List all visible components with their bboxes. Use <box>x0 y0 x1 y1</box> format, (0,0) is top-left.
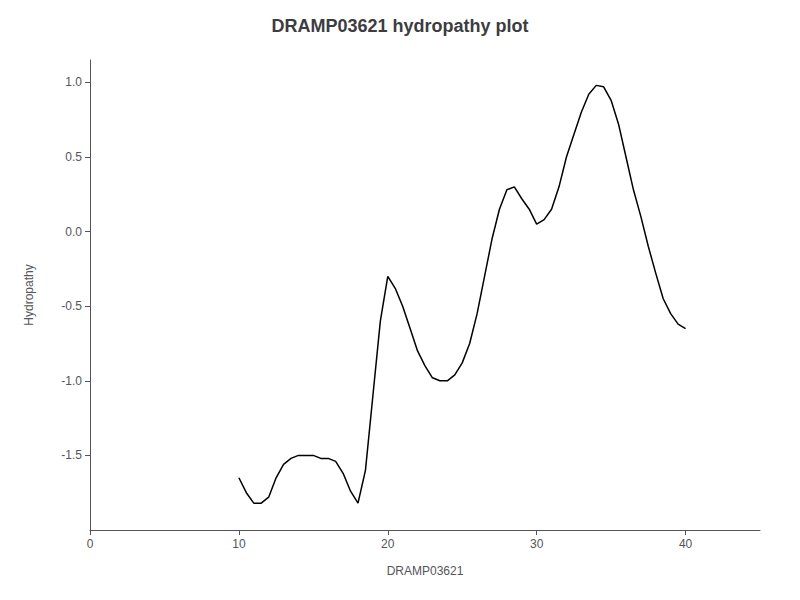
svg-text:40: 40 <box>679 537 693 551</box>
svg-text:-1.0: -1.0 <box>61 374 82 388</box>
svg-text:-1.5: -1.5 <box>61 448 82 462</box>
svg-text:Hydropathy: Hydropathy <box>22 264 36 325</box>
svg-text:-0.5: -0.5 <box>61 299 82 313</box>
svg-text:DRAMP03621: DRAMP03621 <box>387 564 464 578</box>
svg-text:1.0: 1.0 <box>65 75 82 89</box>
svg-text:DRAMP03621 hydropathy plot: DRAMP03621 hydropathy plot <box>271 16 528 36</box>
svg-text:0: 0 <box>87 537 94 551</box>
svg-text:10: 10 <box>232 537 246 551</box>
svg-text:30: 30 <box>530 537 544 551</box>
svg-text:0.0: 0.0 <box>65 225 82 239</box>
svg-text:20: 20 <box>381 537 395 551</box>
svg-text:0.5: 0.5 <box>65 150 82 164</box>
